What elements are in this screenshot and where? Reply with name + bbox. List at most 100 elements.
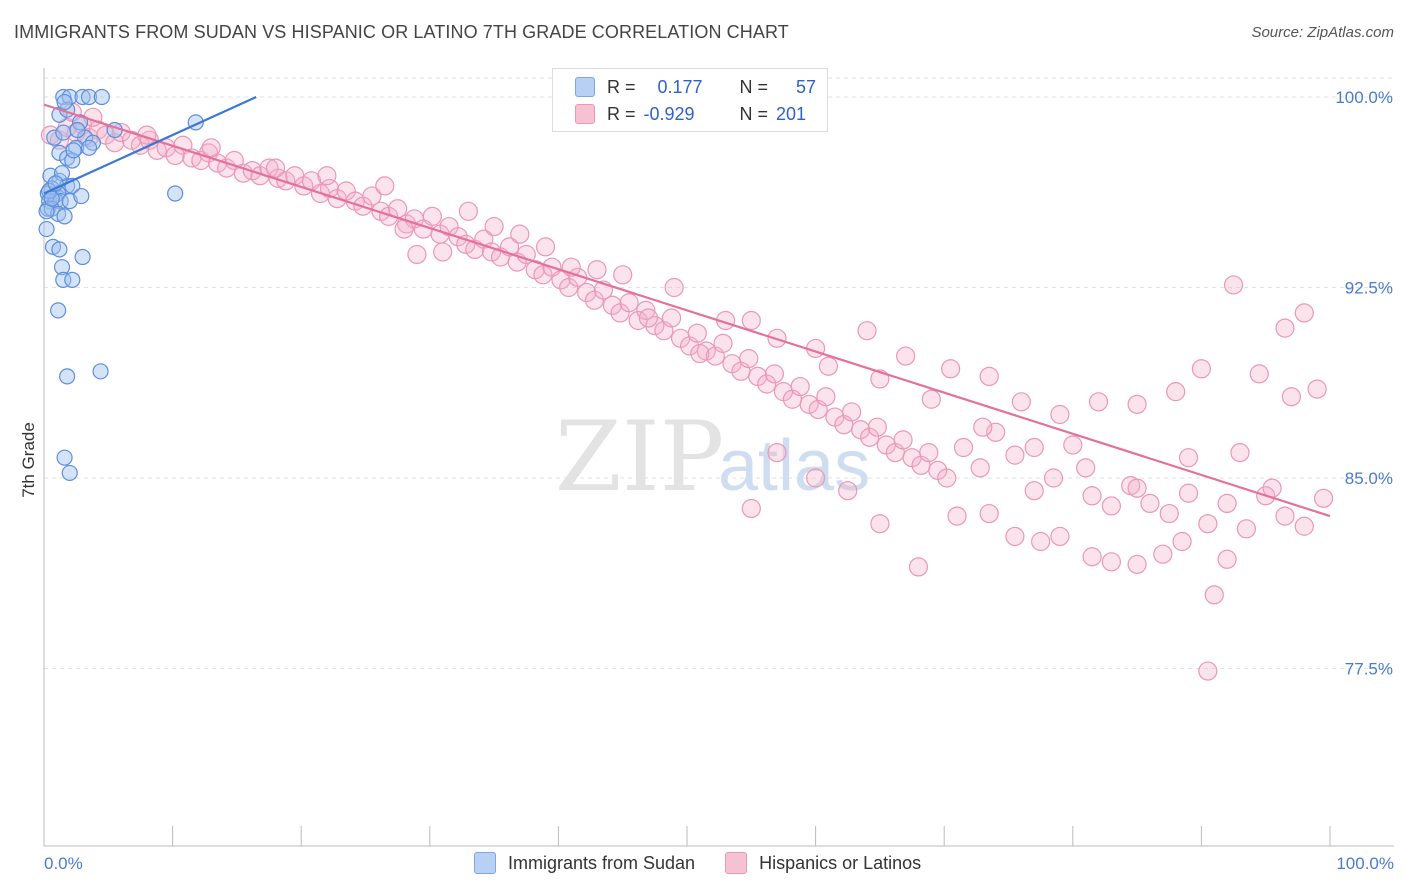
point-hispanics (1076, 458, 1096, 478)
point-hispanics (973, 417, 993, 437)
point-hispanics (919, 443, 939, 463)
point-hispanics (741, 310, 761, 331)
point-hispanics (1275, 506, 1295, 526)
point-hispanics (535, 237, 556, 257)
x-ticks (43, 826, 1331, 846)
point-hispanics (970, 458, 990, 478)
point-hispanics (1178, 483, 1199, 503)
point-sudan (44, 238, 62, 255)
point-hispanics (1217, 549, 1237, 569)
point-hispanics (1191, 359, 1212, 379)
point-sudan (93, 88, 110, 106)
legend-n-value: 201 (776, 103, 807, 124)
point-hispanics (638, 308, 659, 328)
point-hispanics (690, 343, 710, 364)
legend-r-label: R = (607, 103, 636, 124)
point-hispanics (317, 166, 337, 186)
point-hispanics (1063, 435, 1083, 455)
point-hispanics (265, 158, 286, 178)
point-hispanics (805, 468, 826, 488)
y-tick-labels: 100.0% 92.5% 85.0% 77.5% (1335, 88, 1393, 679)
point-hispanics (1294, 516, 1314, 536)
series-legend: Immigrants from Sudan Hispanics or Latin… (474, 852, 921, 874)
point-sudan (56, 449, 73, 466)
point-sudan (61, 464, 78, 482)
point-hispanics (1101, 496, 1121, 516)
chart-source: Source: ZipAtlas.com (1251, 24, 1394, 41)
point-hispanics (375, 176, 395, 196)
legend-r-value: -0.929 (643, 103, 695, 124)
point-sudan (50, 302, 67, 319)
point-hispanics (1223, 275, 1244, 295)
point-hispanics (799, 394, 819, 414)
legend-swatch-blue (575, 77, 595, 97)
point-sudan (74, 248, 91, 266)
point-hispanics (1275, 318, 1295, 338)
y-tick-label: 100.0% (1335, 88, 1393, 107)
point-hispanics (947, 506, 967, 526)
point-sudan (59, 368, 76, 385)
trend-line-hispanics (43, 103, 1331, 518)
point-sudan (53, 259, 71, 276)
point-hispanics (1198, 661, 1218, 681)
point-sudan (92, 363, 109, 380)
point-hispanics (860, 427, 880, 447)
point-hispanics (921, 389, 941, 409)
point-hispanics (1005, 445, 1025, 465)
point-hispanics (1082, 547, 1102, 567)
point-hispanics (510, 224, 530, 244)
watermark-zip: ZIP (555, 401, 724, 513)
point-sudan (55, 271, 72, 288)
series-legend-label-sudan: Immigrants from Sudan (508, 852, 696, 873)
point-hispanics (1088, 392, 1109, 412)
point-hispanics (362, 186, 382, 206)
point-hispanics (577, 282, 597, 303)
watermark: ZIP atlas (555, 401, 870, 513)
point-hispanics (619, 293, 639, 313)
point-hispanics (1178, 448, 1199, 468)
series-legend-swatch-pink (725, 852, 748, 874)
point-hispanics (1031, 531, 1051, 552)
point-sudan (69, 121, 86, 139)
point-hispanics (1294, 303, 1314, 323)
point-hispanics (407, 244, 427, 265)
point-hispanics (816, 387, 836, 407)
point-hispanics (1159, 503, 1179, 524)
point-hispanics (953, 437, 974, 458)
point-hispanics (276, 171, 296, 191)
legend-row-sudan: R = 0.177 N = 57 (553, 73, 816, 101)
point-sudan (64, 271, 81, 288)
point-hispanics (1204, 585, 1224, 605)
trend-line-sudan (43, 95, 257, 195)
point-hispanics (842, 402, 862, 422)
point-hispanics (1281, 387, 1302, 407)
point-hispanics (1127, 554, 1147, 574)
legend-swatch-pink (575, 104, 595, 124)
point-sudan (167, 185, 184, 202)
point-hispanics (1050, 404, 1070, 425)
point-hispanics (1236, 519, 1257, 539)
point-hispanics (456, 234, 476, 254)
point-sudan (68, 139, 85, 156)
correlation-legend: R = 0.177 N = 57 R = -0.929 N = 201 (552, 68, 828, 132)
point-hispanics (1166, 382, 1186, 402)
point-hispanics (767, 443, 787, 463)
point-sudan (55, 124, 72, 141)
point-hispanics (1140, 493, 1160, 513)
point-hispanics (1082, 486, 1102, 506)
point-hispanics (896, 346, 916, 366)
point-hispanics (867, 417, 887, 437)
x-tick-label-left: 0.0% (44, 854, 83, 873)
point-hispanics (105, 133, 125, 153)
point-hispanics (613, 265, 633, 285)
point-hispanics (602, 295, 623, 315)
point-hispanics (893, 430, 913, 450)
point-hispanics (1127, 478, 1147, 498)
point-hispanics (1313, 488, 1334, 508)
legend-r-label: R = (607, 76, 636, 97)
point-hispanics (979, 366, 999, 386)
point-sudan (51, 241, 68, 258)
point-hispanics (458, 201, 478, 221)
point-hispanics (979, 503, 999, 524)
